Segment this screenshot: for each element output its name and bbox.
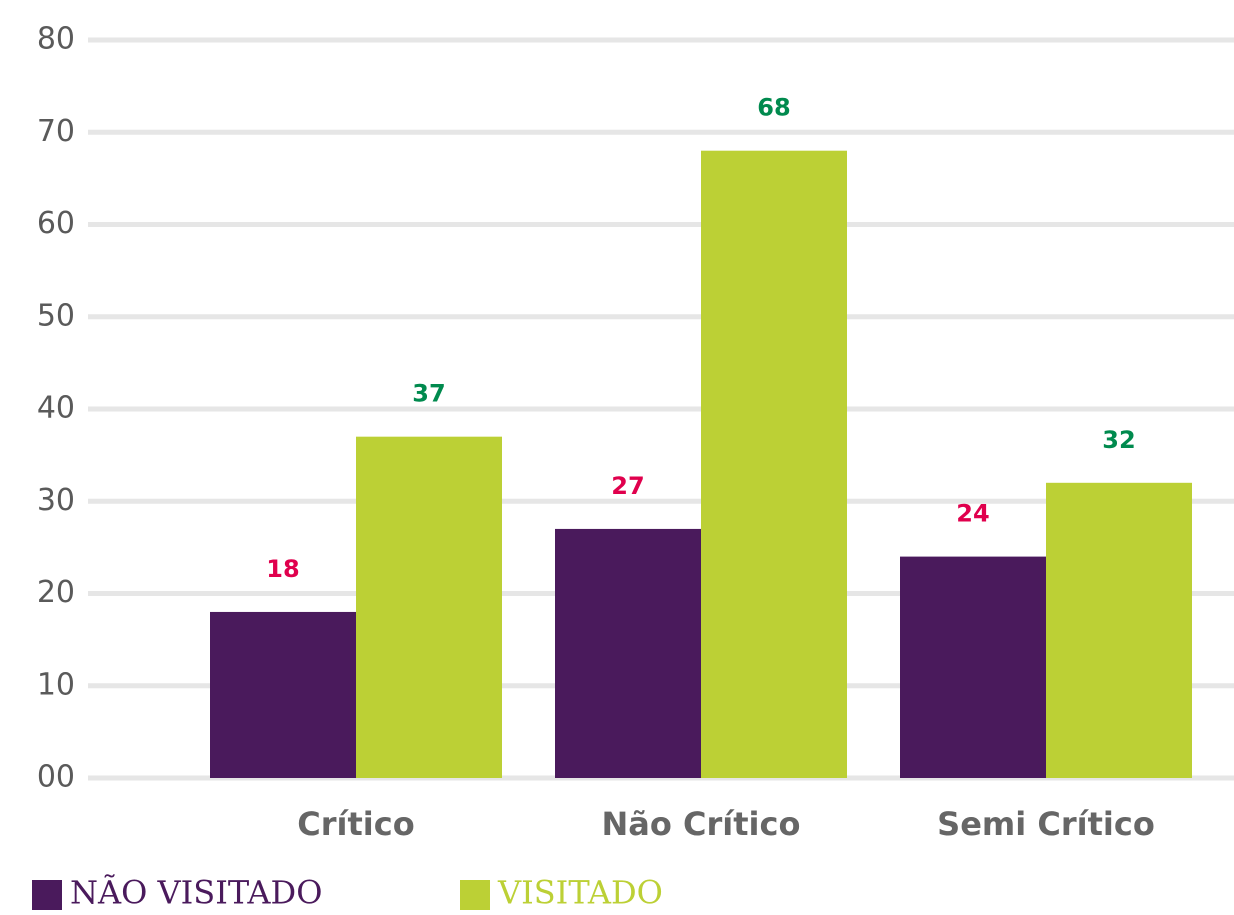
legend-label: NÃO VISITADO bbox=[70, 874, 322, 912]
x-tick-label: Crítico bbox=[297, 805, 414, 843]
bar bbox=[1046, 482, 1192, 778]
y-tick-label: 70 bbox=[37, 114, 75, 149]
y-tick-label: 10 bbox=[37, 667, 75, 702]
bar bbox=[356, 436, 502, 778]
y-tick-label: 00 bbox=[37, 760, 75, 795]
value-label: 68 bbox=[757, 94, 790, 122]
legend-swatch bbox=[460, 880, 490, 910]
y-tick-label: 80 bbox=[37, 22, 75, 57]
x-tick-label: Semi Crítico bbox=[937, 805, 1155, 843]
value-label: 18 bbox=[266, 555, 299, 583]
y-tick-label: 60 bbox=[37, 206, 75, 241]
value-label: 24 bbox=[956, 500, 989, 528]
value-label: 37 bbox=[412, 380, 445, 408]
y-tick-label: 20 bbox=[37, 575, 75, 610]
legend-swatch bbox=[32, 880, 62, 910]
y-tick-label: 30 bbox=[37, 483, 75, 518]
x-tick-label: Não Crítico bbox=[602, 805, 801, 843]
bar bbox=[900, 556, 1046, 778]
y-tick-label: 40 bbox=[37, 391, 75, 426]
y-tick-label: 50 bbox=[37, 298, 75, 333]
bar bbox=[701, 150, 847, 778]
bar bbox=[555, 528, 701, 778]
value-label: 27 bbox=[611, 472, 644, 500]
bar bbox=[210, 611, 356, 778]
legend-label: VISITADO bbox=[497, 874, 663, 912]
value-label: 32 bbox=[1102, 426, 1135, 454]
